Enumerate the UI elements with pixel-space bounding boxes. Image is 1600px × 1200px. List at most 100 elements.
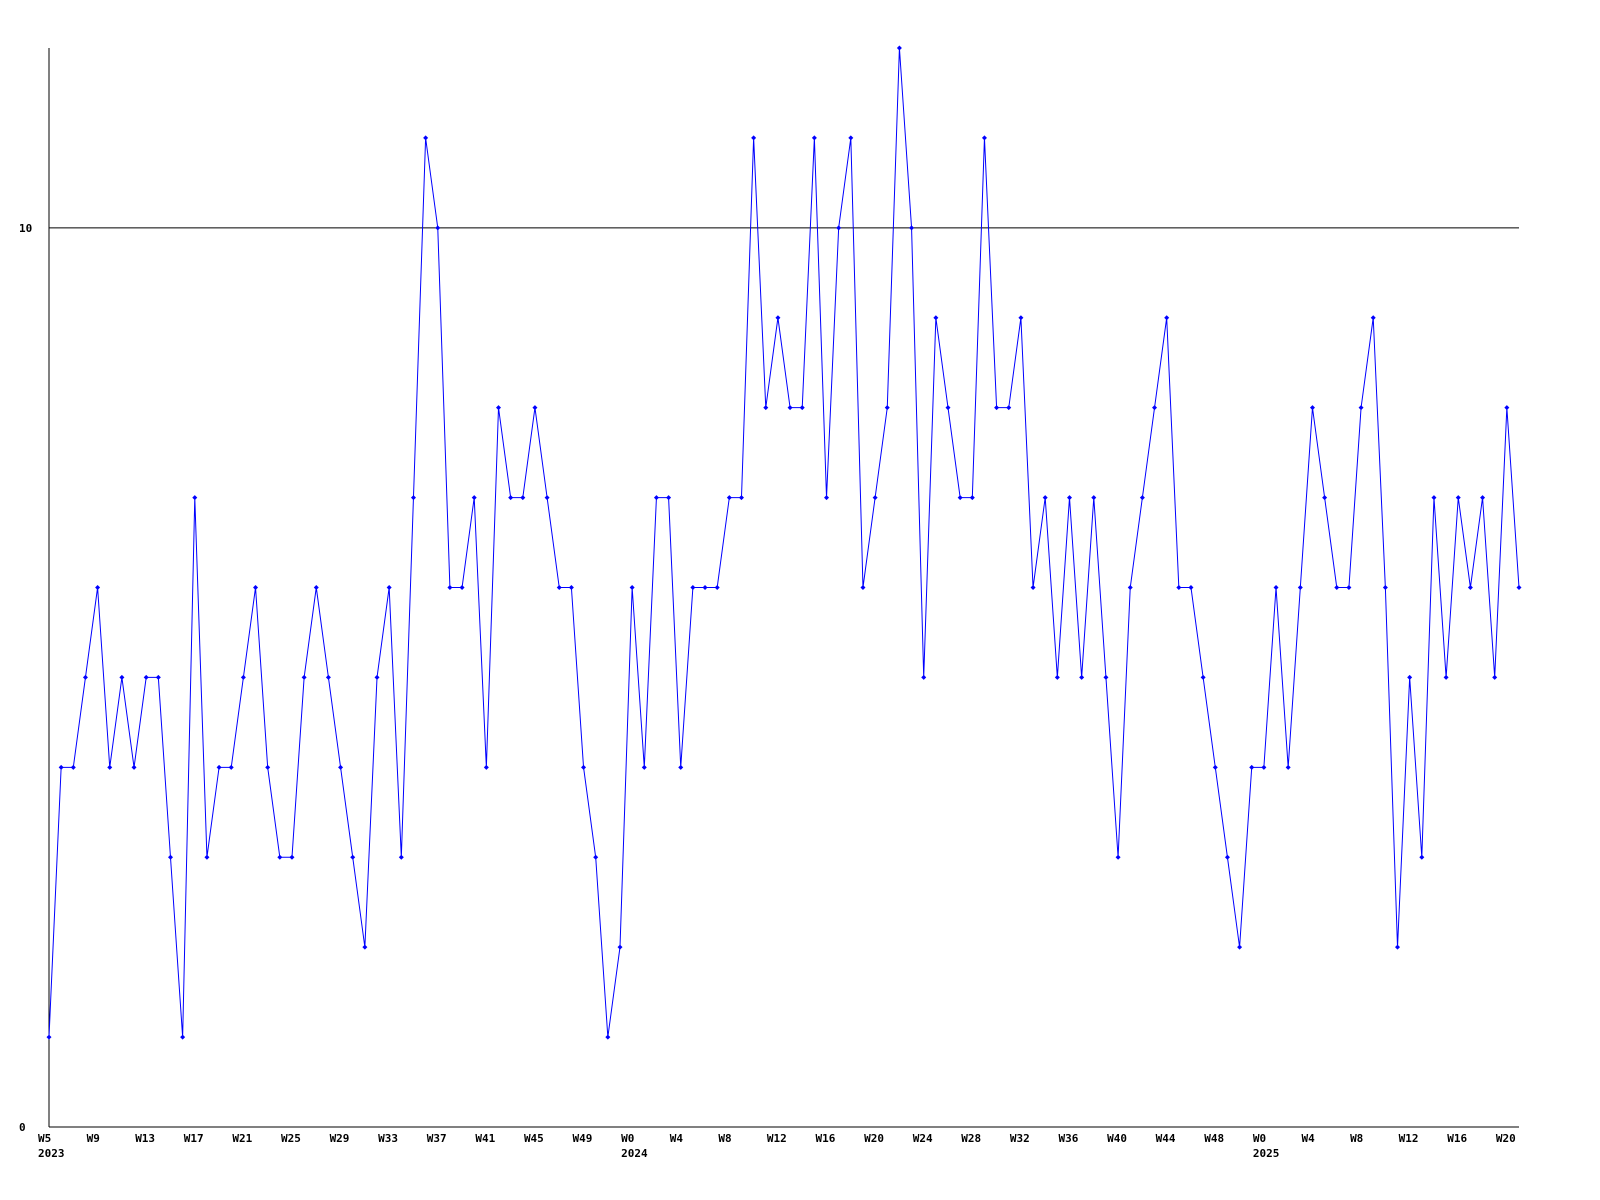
point: [957, 495, 963, 501]
point: [1273, 585, 1279, 590]
point: [1030, 585, 1036, 590]
x-tick-label: W13: [135, 1132, 155, 1145]
point: [313, 585, 319, 590]
point: [1188, 585, 1194, 590]
x-tick-label: W16: [1447, 1132, 1467, 1145]
x-tick-label: W25: [281, 1132, 301, 1145]
point: [496, 405, 502, 411]
point: [1309, 405, 1315, 411]
point: [738, 495, 744, 501]
point: [483, 764, 489, 770]
point: [374, 674, 380, 680]
x-tick-label: W33: [378, 1132, 398, 1145]
point: [872, 495, 878, 501]
point: [848, 135, 854, 141]
x-tick-label: W12: [767, 1132, 787, 1145]
x-tick-label: W37: [427, 1132, 447, 1145]
point: [1164, 315, 1170, 321]
point: [1237, 944, 1243, 950]
point: [119, 674, 125, 680]
x-tick-label: W49: [573, 1132, 593, 1145]
x-tick-label: W8: [718, 1132, 731, 1145]
point: [1480, 495, 1486, 501]
point: [46, 1034, 52, 1040]
point: [216, 764, 222, 770]
point: [1212, 764, 1218, 770]
point: [1467, 585, 1473, 590]
point: [471, 495, 477, 501]
point: [933, 315, 939, 321]
point: [58, 764, 64, 770]
point: [107, 764, 113, 770]
point: [775, 315, 781, 321]
point: [1455, 495, 1461, 501]
point: [909, 225, 915, 231]
line: [48, 47, 1520, 1038]
point: [1224, 854, 1230, 860]
point: [180, 1034, 186, 1040]
point: [1370, 315, 1376, 321]
point: [1322, 495, 1328, 501]
x-tick-label: W0: [621, 1132, 634, 1145]
year-label: 2024: [621, 1147, 648, 1160]
point: [1419, 854, 1425, 860]
x-tick-label: W9: [87, 1132, 100, 1145]
point: [1152, 405, 1158, 411]
point: [617, 944, 623, 950]
point: [532, 405, 538, 411]
x-tick-label: W16: [816, 1132, 836, 1145]
x-tick-label: W36: [1058, 1132, 1078, 1145]
point: [1285, 764, 1291, 770]
point: [1382, 585, 1388, 590]
point: [581, 764, 587, 770]
point: [787, 405, 793, 411]
x-tick-label: W28: [961, 1132, 981, 1145]
point: [435, 225, 441, 231]
point: [568, 585, 574, 590]
x-tick-label: W12: [1399, 1132, 1419, 1145]
point: [1395, 944, 1401, 950]
x-tick-label: W21: [232, 1132, 252, 1145]
point: [253, 585, 259, 590]
point: [1249, 764, 1255, 770]
point: [204, 854, 210, 860]
point: [338, 764, 344, 770]
point: [95, 585, 101, 590]
x-tick-label: W20: [1496, 1132, 1516, 1145]
point: [653, 495, 659, 501]
point: [1334, 585, 1340, 590]
point: [155, 674, 161, 680]
point: [641, 764, 647, 770]
point: [398, 854, 404, 860]
point: [544, 495, 550, 501]
x-tick-label: W8: [1350, 1132, 1363, 1145]
x-tick-label: W40: [1107, 1132, 1127, 1145]
point: [811, 135, 817, 141]
point: [410, 495, 416, 501]
point: [82, 674, 88, 680]
point: [1297, 585, 1303, 590]
x-tick-label: W48: [1204, 1132, 1224, 1145]
point: [277, 854, 283, 860]
point: [1443, 674, 1449, 680]
x-tick-label: W17: [184, 1132, 204, 1145]
point: [860, 585, 866, 590]
point: [362, 944, 368, 950]
point: [714, 585, 720, 590]
point: [520, 495, 526, 501]
point: [447, 585, 453, 590]
point: [799, 405, 805, 411]
point: [1018, 315, 1024, 321]
point: [981, 135, 987, 141]
year-label: 2023: [38, 1147, 65, 1160]
point: [751, 135, 757, 141]
point: [1066, 495, 1072, 501]
point: [702, 585, 708, 590]
point: [325, 674, 331, 680]
point: [301, 674, 307, 680]
point: [1346, 585, 1352, 590]
point: [192, 495, 198, 501]
point: [1261, 764, 1267, 770]
x-tick-label: W29: [330, 1132, 350, 1145]
